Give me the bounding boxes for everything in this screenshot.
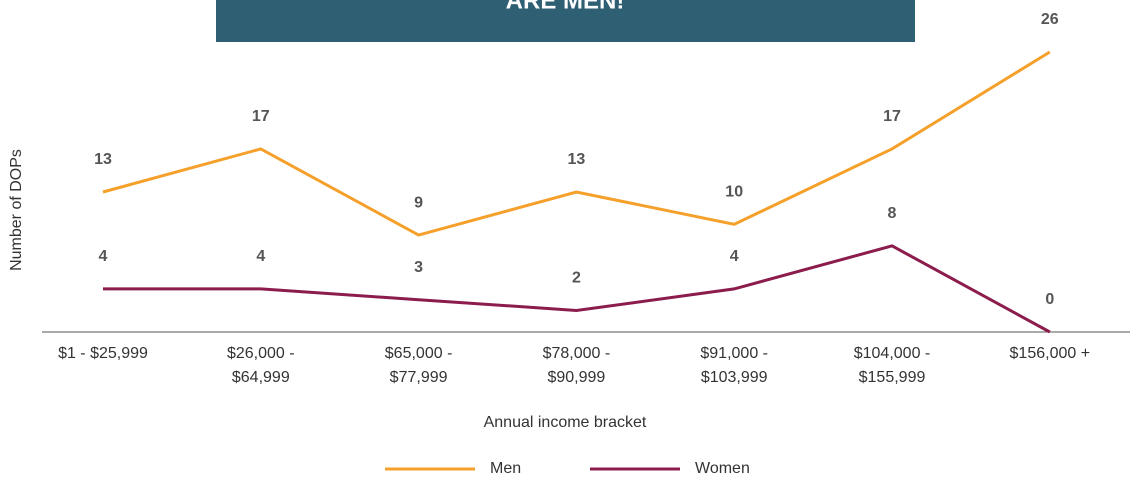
x-tick-label: $78,000 - $90,999	[542, 345, 611, 386]
legend-label: Men	[490, 460, 521, 477]
x-tick-label: $26,000 - $64,999	[226, 345, 295, 386]
chart-title: ARE MEN!	[506, 0, 625, 14]
x-tick-label: $104,000 - $155,999	[853, 345, 931, 386]
x-tick-label: $65,000 - $77,999	[384, 345, 453, 386]
x-tick-label: $1 - $25,999	[58, 345, 148, 362]
data-label: 17	[883, 108, 901, 125]
y-axis-label: Number of DOPs	[8, 149, 25, 271]
data-label: 4	[256, 248, 265, 265]
x-tick-label: $91,000 - $103,999	[700, 345, 768, 386]
title-banner	[216, 0, 915, 42]
data-label: 4	[99, 248, 108, 265]
data-label: 17	[252, 108, 270, 125]
data-label: 13	[94, 151, 112, 168]
x-axis-label: Annual income bracket	[484, 414, 647, 431]
data-label: 8	[888, 205, 897, 222]
data-label: 9	[414, 194, 423, 211]
legend-label: Women	[695, 460, 750, 477]
data-label: 13	[568, 151, 586, 168]
data-label: 2	[572, 270, 581, 287]
data-label: 0	[1045, 291, 1054, 308]
data-label: 26	[1041, 11, 1059, 28]
data-label: 10	[725, 184, 743, 201]
line-series	[102, 50, 1051, 237]
line-series	[103, 244, 1051, 334]
x-tick-label: $156,000 +	[1009, 345, 1091, 362]
data-label: 4	[730, 248, 739, 265]
data-label: 3	[414, 259, 423, 276]
